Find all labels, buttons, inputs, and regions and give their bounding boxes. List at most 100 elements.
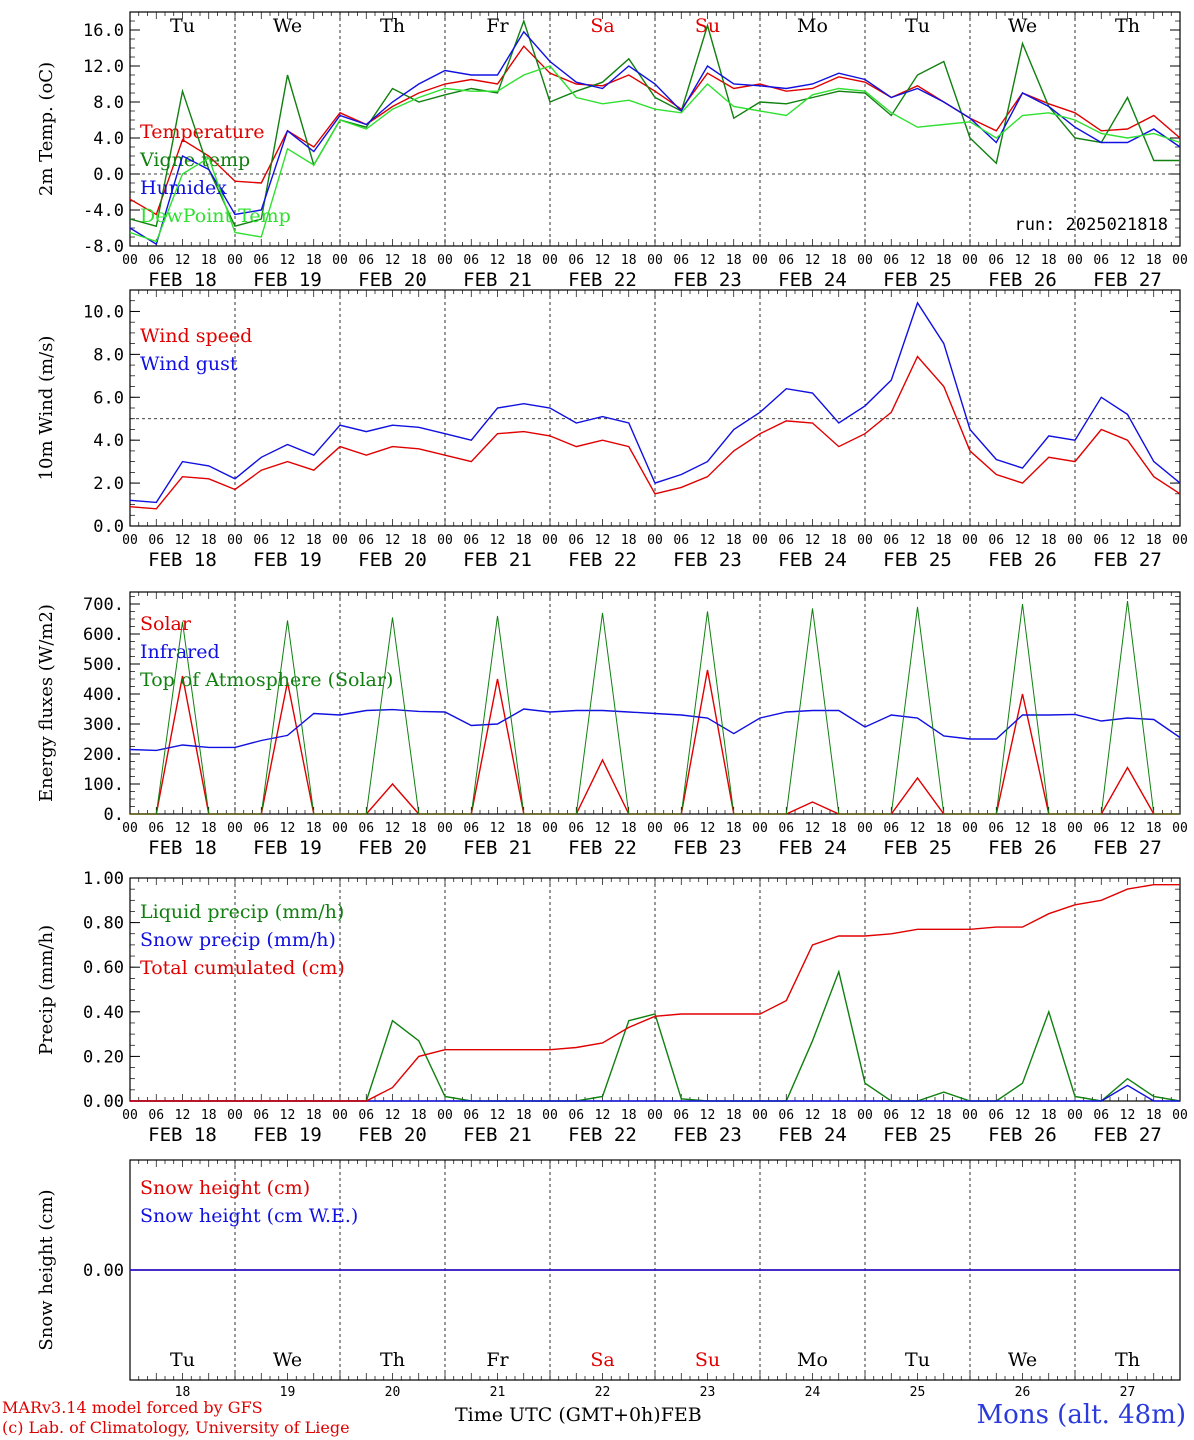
hour-label: 00 (647, 253, 663, 268)
date-label: FEB 21 (463, 269, 532, 291)
date-label: FEB 22 (568, 837, 637, 859)
hour-label: 06 (1093, 1108, 1109, 1123)
hour-label: 12 (910, 1108, 926, 1123)
hour-label: 12 (280, 821, 296, 836)
hour-label: 06 (568, 821, 584, 836)
hour-label: 18 (306, 1108, 322, 1123)
hour-label: 00 (437, 1108, 453, 1123)
date-label: FEB 18 (148, 1124, 217, 1146)
hour-label: 12 (805, 533, 821, 548)
hour-label: 06 (988, 1108, 1004, 1123)
hour-label: 06 (568, 533, 584, 548)
date-label: FEB 25 (883, 269, 952, 291)
hour-label: 00 (227, 821, 243, 836)
date-label: FEB 25 (883, 549, 952, 571)
y-tick-label: 0.0 (93, 517, 124, 537)
date-label: FEB 27 (1093, 269, 1162, 291)
y-tick-label: 0. (104, 805, 124, 825)
legend-entry: Liquid precip (mm/h) (140, 901, 344, 923)
y-tick-label: 0.00 (83, 1261, 124, 1281)
hour-label: 12 (175, 533, 191, 548)
date-label: FEB 25 (883, 1124, 952, 1146)
day-number-label: 25 (910, 1385, 926, 1396)
day-number-label: 20 (385, 1385, 401, 1396)
hour-label: 18 (201, 1108, 217, 1123)
hour-label: 00 (542, 1108, 558, 1123)
hour-label: 00 (122, 253, 138, 268)
y-tick-label: 16.0 (83, 21, 124, 41)
y-tick-label: 0.60 (83, 958, 124, 978)
model-line-1: MARv3.14 model forced by GFS (2, 1398, 263, 1417)
model-line-2: (c) Lab. of Climatology, University of L… (2, 1418, 350, 1437)
hour-label: 06 (1093, 253, 1109, 268)
day-abbr-label: We (1008, 1349, 1037, 1371)
date-label: FEB 26 (988, 1124, 1057, 1146)
legend-entry: Top of Atmosphere (Solar) (140, 669, 393, 691)
hour-label: 06 (358, 821, 374, 836)
date-label: FEB 21 (463, 549, 532, 571)
hour-label: 00 (1067, 253, 1083, 268)
hour-label: 06 (253, 821, 269, 836)
hour-label: 06 (883, 821, 899, 836)
y-tick-label: 10.0 (83, 302, 124, 322)
hour-label: 06 (463, 533, 479, 548)
run-label: run: 2025021818 (1014, 215, 1168, 235)
hour-label: 18 (936, 821, 952, 836)
hour-label: 06 (253, 533, 269, 548)
hour-label: 00 (542, 253, 558, 268)
hour-label: 12 (490, 1108, 506, 1123)
day-abbr-label: Tu (170, 1349, 195, 1371)
hour-label: 00 (542, 533, 558, 548)
hour-label: 18 (831, 1108, 847, 1123)
hour-label: 06 (673, 253, 689, 268)
hour-label: 00 (1067, 1108, 1083, 1123)
station-label: Mons (alt. 48m) (976, 1400, 1186, 1430)
hour-label: 00 (122, 821, 138, 836)
date-label: FEB 27 (1093, 549, 1162, 571)
y-tick-label: 12.0 (83, 57, 124, 77)
date-label: FEB 22 (568, 549, 637, 571)
series-line-wind-gust (129, 301, 1181, 504)
day-number-label: 26 (1015, 1385, 1031, 1396)
hour-label: 18 (936, 253, 952, 268)
day-abbr-label: Tu (905, 1349, 930, 1371)
date-label: FEB 27 (1093, 1124, 1162, 1146)
hour-label: 12 (490, 253, 506, 268)
hour-label: 18 (621, 533, 637, 548)
hour-label: 12 (700, 533, 716, 548)
hour-label: 00 (962, 253, 978, 268)
hour-label: 00 (962, 1108, 978, 1123)
series-line-infrared (129, 708, 1181, 752)
y-tick-label: 8.0 (93, 93, 124, 113)
hour-label: 18 (831, 533, 847, 548)
hour-label: 06 (883, 253, 899, 268)
series-line-total-cumulated-cm- (130, 884, 1180, 1102)
hour-label: 06 (673, 1108, 689, 1123)
hour-label: 06 (778, 1108, 794, 1123)
hour-label: 12 (1120, 253, 1136, 268)
date-label: FEB 22 (568, 269, 637, 291)
hour-label: 06 (883, 1108, 899, 1123)
date-label: FEB 26 (988, 549, 1057, 571)
hour-label: 12 (595, 533, 611, 548)
legend-entry: Solar (140, 613, 192, 635)
hour-label: 06 (1093, 821, 1109, 836)
hour-label: 18 (516, 1108, 532, 1123)
series-line-dewpoint-temp (129, 65, 1181, 243)
day-number-label: 27 (1120, 1385, 1136, 1396)
hour-label: 18 (831, 821, 847, 836)
hour-label: 00 (647, 533, 663, 548)
hour-label: 18 (1146, 533, 1162, 548)
hour-label: 18 (1146, 821, 1162, 836)
hour-label: 18 (516, 821, 532, 836)
hour-label: 00 (647, 1108, 663, 1123)
meteogram-chart: -8.0 -4.0 0.0 4.0 8.0 12.0 16.0 2m Temp. (oC) Tu… (36, 11, 1188, 1400)
hour-label: 06 (568, 253, 584, 268)
date-label: FEB 24 (778, 1124, 847, 1146)
hour-label: 12 (1120, 533, 1136, 548)
day-abbr-label: Th (380, 15, 405, 37)
hour-label: 18 (936, 533, 952, 548)
hour-label: 18 (306, 253, 322, 268)
hour-label: 18 (516, 533, 532, 548)
hour-label: 00 (227, 1108, 243, 1123)
